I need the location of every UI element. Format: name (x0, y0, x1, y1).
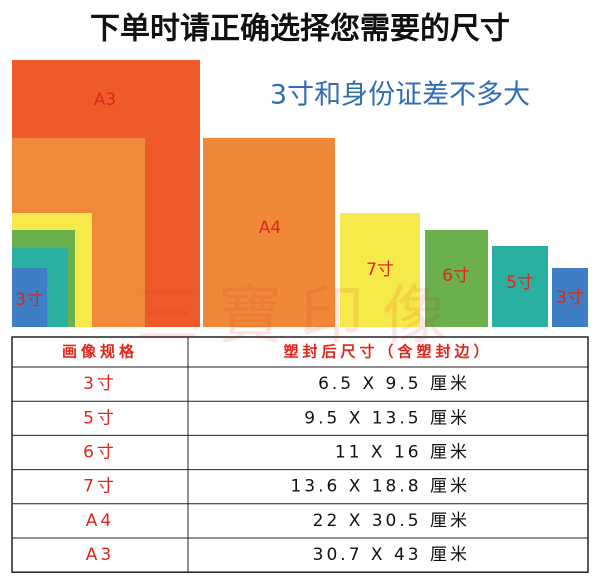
size-name: 3寸 (83, 374, 117, 394)
size-label: 7寸 (366, 260, 394, 280)
size-value: 30.7 X 43 厘米 (313, 545, 470, 565)
size-label: 5寸 (506, 273, 534, 293)
table-border (11, 336, 589, 573)
rect-3-nested (12, 268, 47, 327)
subtitle: 3寸和身份证差不多大 (270, 80, 530, 111)
size-value: 13.6 X 18.8 厘米 (290, 477, 470, 497)
size-name: A4 (86, 511, 114, 531)
size-name: A3 (86, 545, 114, 565)
rect-6 (425, 230, 488, 327)
watermark: 三寶印像 (136, 280, 464, 354)
table-header: 画像规格 (62, 343, 138, 361)
table: 画像规格 塑封后尺寸（含塑封边） 3寸 6.5 X 9.5 厘米 5寸 9.5 X 13.… (11, 336, 589, 573)
size-name: 7寸 (83, 477, 117, 497)
title: 下单时请正确选择您需要的尺寸 (90, 12, 510, 47)
size-label: 3寸 (556, 288, 584, 308)
size-label: A4 (259, 218, 281, 238)
rect-7 (340, 213, 420, 327)
size-label: 6寸 (442, 266, 470, 286)
table-header: 塑封后尺寸（含塑封边） (283, 343, 492, 361)
size-name: 6寸 (83, 443, 117, 463)
size-value: 6.5 X 9.5 厘米 (318, 374, 470, 394)
rect-3 (552, 268, 588, 327)
size-value: 9.5 X 13.5 厘米 (304, 408, 470, 428)
size-label: 3寸 (15, 290, 43, 310)
rect-a4 (203, 138, 335, 327)
rect-5 (492, 246, 548, 327)
size-value: 11 X 16 厘米 (335, 443, 470, 463)
size-label: A3 (94, 90, 116, 110)
size-name: 5寸 (83, 408, 117, 428)
size-value: 22 X 30.5 厘米 (313, 511, 470, 531)
